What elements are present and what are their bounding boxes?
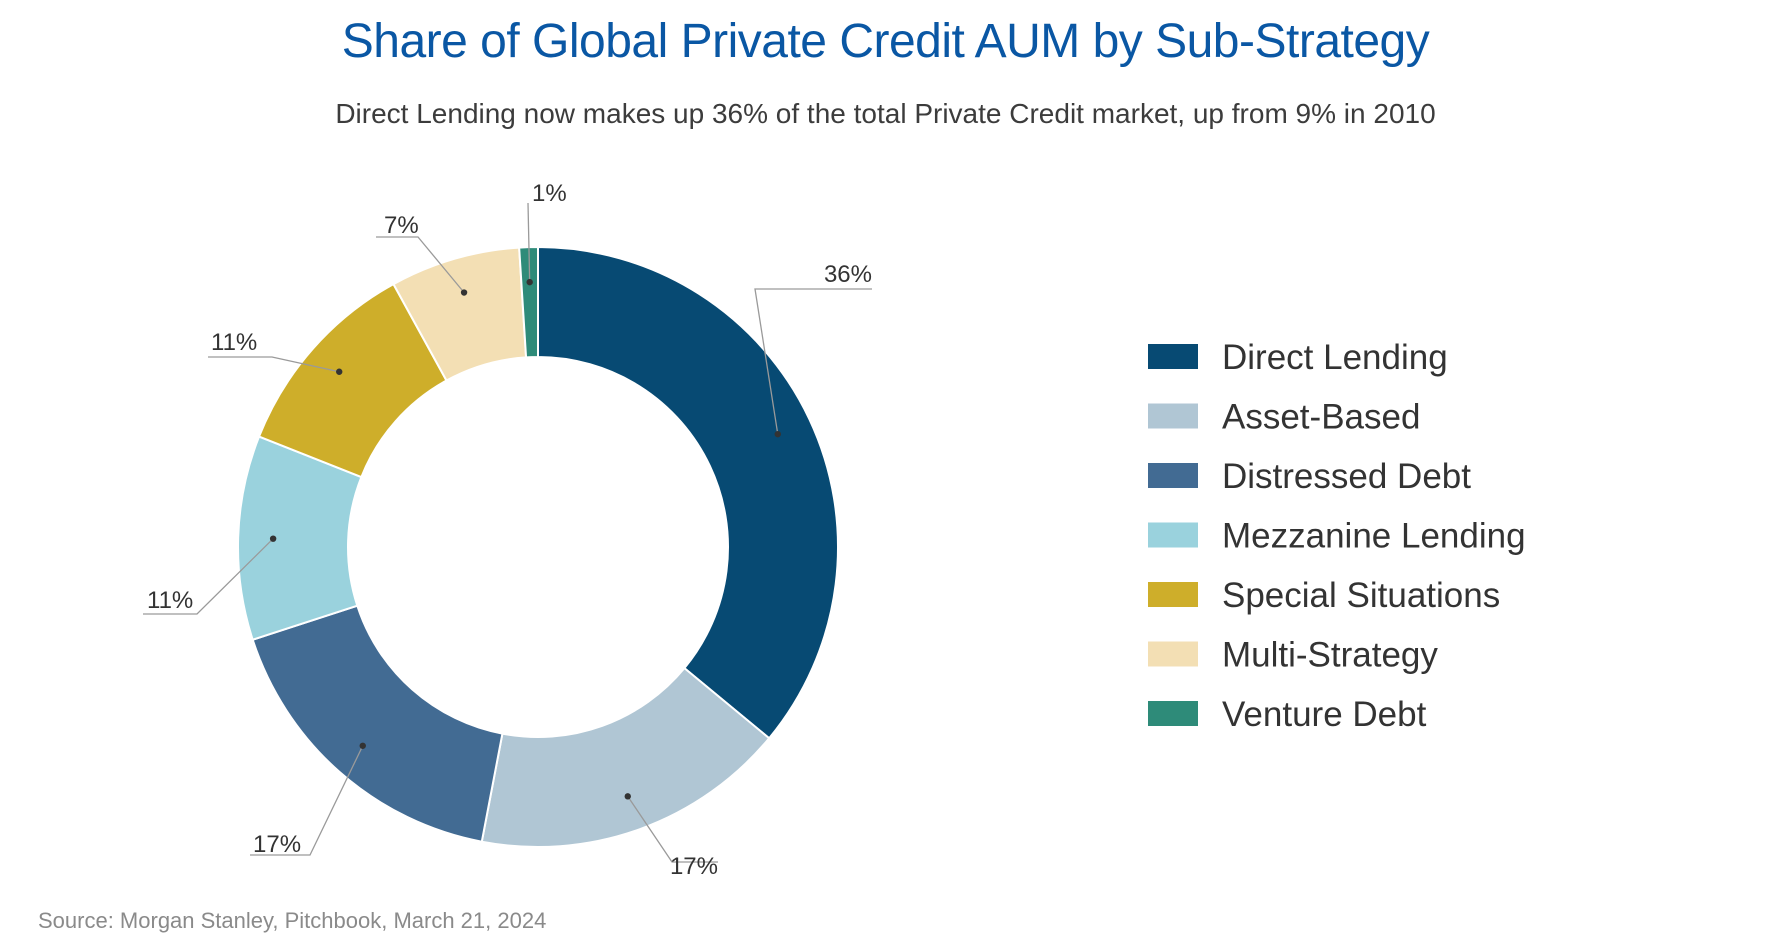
legend: Direct Lending Asset-Based Distressed Debt…: [1148, 338, 1526, 734]
legend-swatch-mezzanine-lending: [1148, 522, 1198, 548]
slice-distressed-debt: [251, 604, 504, 843]
leader-line-multi-strategy: [376, 236, 465, 293]
legend-swatch-asset-based: [1148, 403, 1198, 429]
label-leaders: 36% 17% 17% 11% 11% 7% 1%: [143, 180, 872, 880]
chart-title: Share of Global Private Credit AUM by Su…: [341, 15, 1430, 68]
data-label-distressed-debt: 17%: [253, 831, 301, 858]
legend-label-asset-based: Asset-Based: [1222, 398, 1420, 437]
legend-label-venture-debt: Venture Debt: [1222, 695, 1427, 734]
leader-line-distressed-debt: [250, 745, 364, 856]
legend-label-direct-lending: Direct Lending: [1222, 338, 1448, 377]
leader-line-venture-debt: [527, 202, 531, 283]
legend-label-special-situations: Special Situations: [1222, 576, 1500, 615]
legend-swatch-direct-lending: [1148, 344, 1198, 369]
leader-dot-direct-lending: [774, 430, 781, 438]
legend-swatch-distressed-debt: [1148, 463, 1198, 488]
data-label-direct-lending: 36%: [824, 261, 872, 288]
slice-direct-lending: [537, 245, 839, 740]
legend-label-mezzanine-lending: Mezzanine Lending: [1222, 517, 1526, 556]
chart-subtitle: Direct Lending now makes up 36% of the t…: [335, 98, 1436, 129]
legend-label-distressed-debt: Distressed Debt: [1222, 457, 1471, 496]
legend-swatch-special-situations: [1148, 582, 1198, 607]
leader-line-special-situations: [208, 356, 340, 373]
legend-label-multi-strategy: Multi-Strategy: [1222, 636, 1438, 675]
legend-swatch-multi-strategy: [1148, 641, 1198, 667]
leader-dot-venture-debt: [526, 278, 533, 286]
data-label-asset-based: 17%: [670, 853, 718, 880]
data-label-mezzanine-lending: 11%: [147, 587, 193, 614]
data-label-multi-strategy: 7%: [384, 212, 419, 239]
leader-dot-mezzanine-lending: [269, 535, 277, 542]
slice-asset-based: [480, 666, 771, 848]
leader-dot-special-situations: [336, 368, 343, 375]
data-label-venture-debt: 1%: [532, 180, 567, 207]
donut-slices: [237, 245, 839, 848]
legend-swatch-venture-debt: [1148, 701, 1198, 726]
leader-line-asset-based: [627, 795, 718, 863]
leader-dot-asset-based: [624, 793, 631, 800]
slice-venture-debt: [518, 245, 539, 359]
data-label-special-situations: 11%: [211, 329, 257, 356]
source-note: Source: Morgan Stanley, Pitchbook, March…: [38, 908, 547, 933]
leader-line-mezzanine-lending: [143, 538, 274, 615]
leader-dot-multi-strategy: [460, 289, 468, 296]
leader-line-direct-lending: [754, 288, 872, 435]
leader-dot-distressed-debt: [359, 742, 366, 749]
